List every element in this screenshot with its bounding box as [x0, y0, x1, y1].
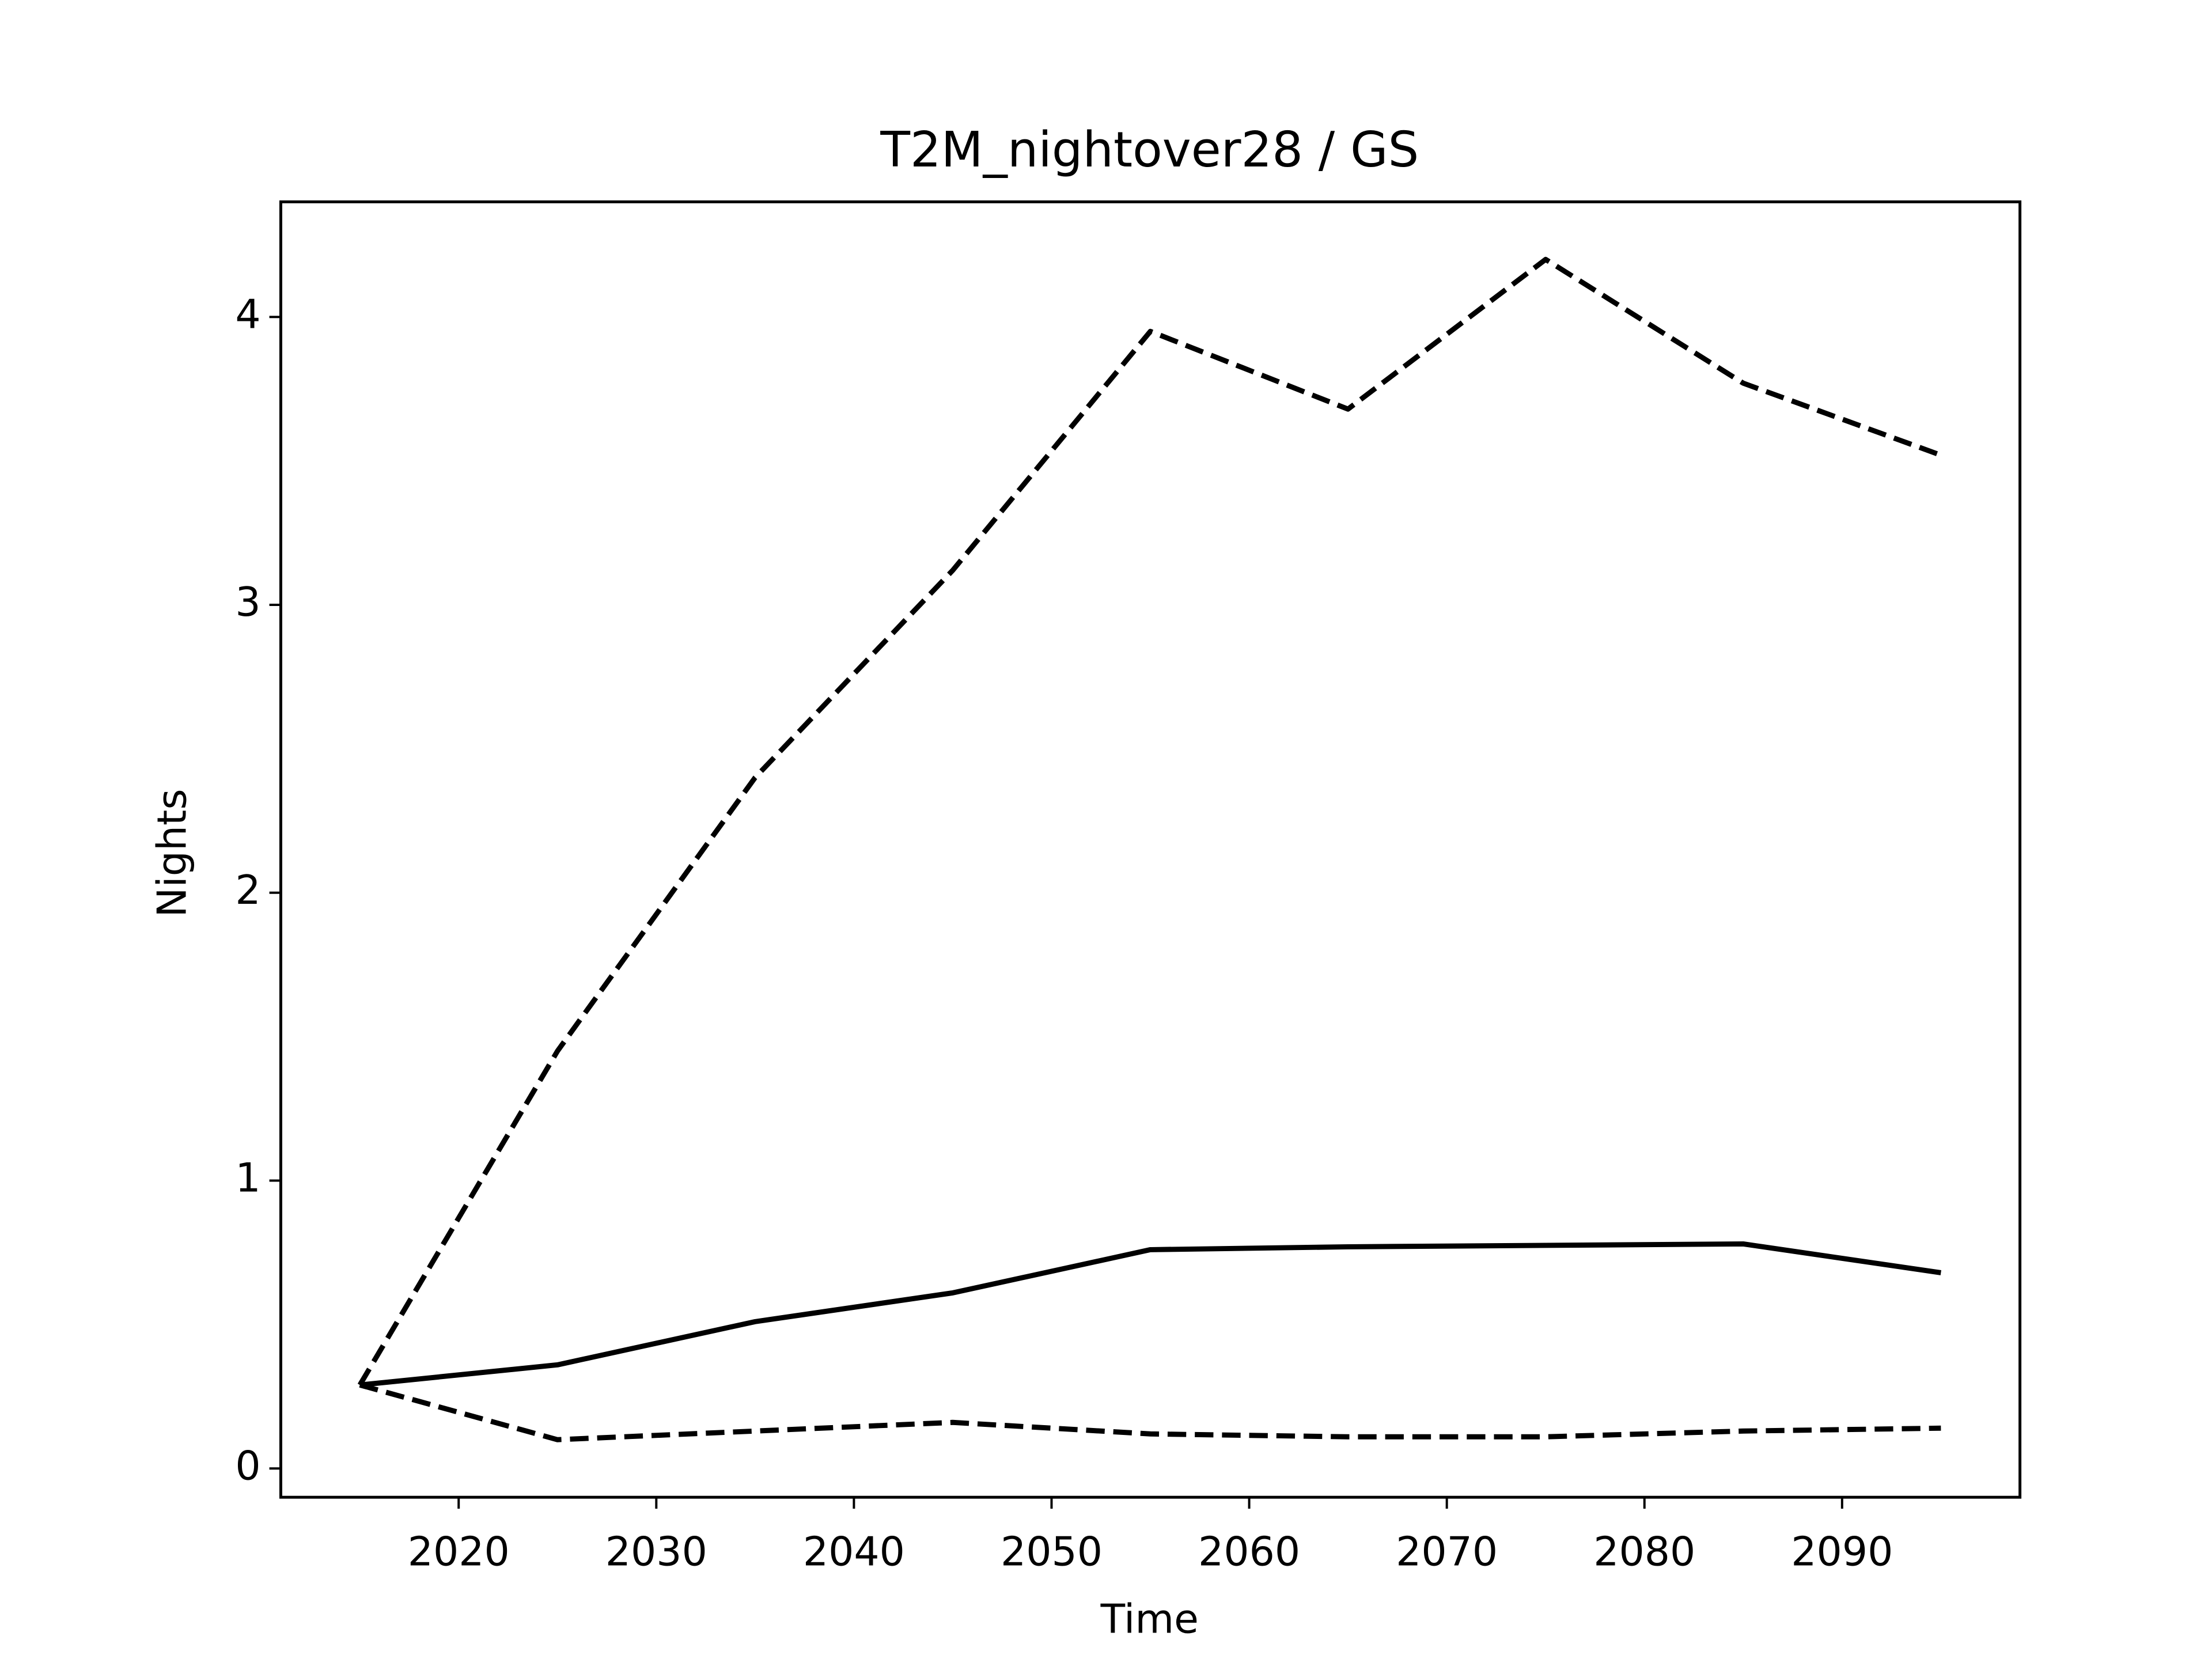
- x-tick-label: 2090: [1791, 1529, 1893, 1575]
- x-tick-label: 2060: [1198, 1529, 1300, 1575]
- x-tick-label: 2040: [803, 1529, 905, 1575]
- x-tick-label: 2020: [408, 1529, 510, 1575]
- x-tick-label: 2080: [1593, 1529, 1695, 1575]
- x-tick-label: 2030: [605, 1529, 707, 1575]
- line-series: [359, 1382, 1941, 1442]
- y-tick-label: 1: [235, 1155, 260, 1202]
- chart-title: T2M_nightover28 / GS: [880, 122, 1419, 178]
- x-tick-label: 2050: [1001, 1529, 1103, 1575]
- y-tick-label: 0: [235, 1442, 260, 1489]
- x-axis-label: Time: [1100, 1596, 1199, 1642]
- y-axis-label: Nights: [149, 789, 196, 917]
- y-tick-label: 2: [235, 867, 260, 914]
- x-tick-label: 2070: [1396, 1529, 1498, 1575]
- y-tick-label: 4: [235, 291, 260, 338]
- line-series: [357, 256, 1942, 1387]
- y-tick-label: 3: [235, 579, 260, 626]
- plot-frame: [279, 200, 2022, 1499]
- line-series: [359, 1241, 1942, 1388]
